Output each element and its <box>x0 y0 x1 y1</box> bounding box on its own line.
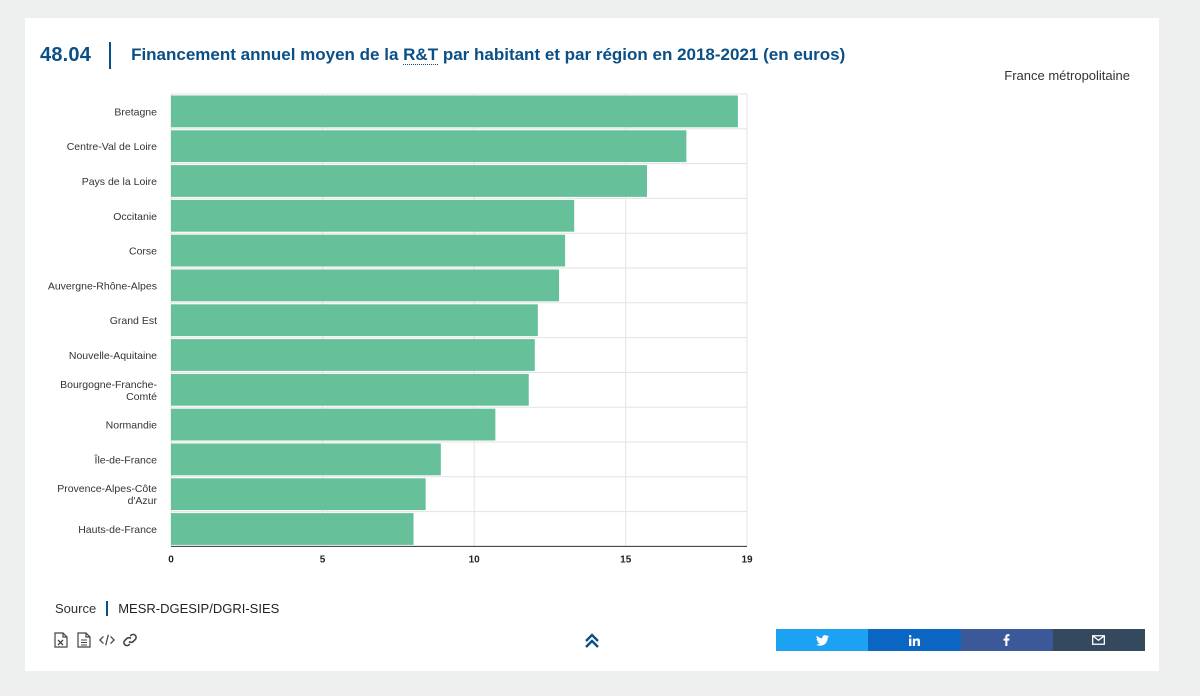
source-label: Source <box>55 601 97 616</box>
excel-export-icon[interactable] <box>53 632 69 648</box>
embed-code-icon[interactable] <box>99 632 115 648</box>
scroll-up-icon[interactable] <box>583 632 601 650</box>
facebook-share-button[interactable] <box>960 629 1053 651</box>
category-label: Provence-Alpes-Côte d'Azur <box>57 483 157 507</box>
scope-label: France métropolitaine <box>1004 68 1130 83</box>
category-label: Bourgogne-Franche-Comté <box>60 379 157 403</box>
figure-number: 48.04 <box>40 43 92 66</box>
bar <box>171 165 647 197</box>
figure-title-end: par habitant et par région en 2018-2021 … <box>438 45 846 64</box>
figure-header: 48.04 Financement annuel moyen de la R&T… <box>40 40 845 70</box>
document-icon[interactable] <box>76 632 92 648</box>
figure-title-abbreviation[interactable]: R&T <box>403 45 439 65</box>
category-label: Bretagne <box>114 106 157 118</box>
mail-icon <box>1092 635 1106 645</box>
bar <box>171 199 575 232</box>
category-label: Grand Est <box>110 315 157 327</box>
header-divider <box>109 41 112 69</box>
bar <box>171 373 529 406</box>
x-tick-label: 0 <box>168 554 174 565</box>
bar <box>171 304 538 337</box>
source-value: MESR-DGESIP/DGRI-SIES <box>118 601 280 616</box>
category-label: Nouvelle-Aquitaine <box>69 350 157 362</box>
bar <box>171 443 441 476</box>
category-label: Normandie <box>106 420 158 432</box>
bar <box>171 269 560 302</box>
category-label: Auvergne-Rhône-Alpes <box>48 280 157 292</box>
x-tick-label: 19 <box>741 554 753 565</box>
link-icon[interactable] <box>122 632 138 648</box>
twitter-share-button[interactable] <box>776 629 869 651</box>
export-tools <box>53 632 138 648</box>
x-tick-label: 10 <box>469 554 481 565</box>
category-label: Corse <box>129 246 157 258</box>
source-divider <box>106 601 109 616</box>
source-line: Source MESR-DGESIP/DGRI-SIES <box>55 601 279 616</box>
linkedin-icon <box>908 634 920 646</box>
category-label: Hauts-de-France <box>78 524 157 536</box>
bar <box>171 408 496 441</box>
bar <box>171 339 535 371</box>
twitter-icon <box>815 634 829 646</box>
linkedin-share-button[interactable] <box>868 629 961 651</box>
email-share-button[interactable] <box>1052 629 1145 651</box>
bar <box>171 95 738 128</box>
category-label: Île-de-France <box>94 453 158 466</box>
facebook-icon <box>1003 634 1010 646</box>
bar-chart: Bretagne Centre-Val de Loire Pays de la Lo… <box>48 93 753 565</box>
category-label: Centre-Val de Loire <box>67 141 157 153</box>
category-label: Pays de la Loire <box>82 176 157 188</box>
bar <box>171 513 414 545</box>
bar <box>171 234 566 267</box>
bar <box>171 478 426 511</box>
share-bar <box>776 629 1145 651</box>
x-tick-label: 15 <box>620 554 632 565</box>
bar <box>171 130 687 163</box>
x-tick-label: 5 <box>320 554 326 565</box>
figure-title-start: Financement annuel moyen de la <box>131 45 404 64</box>
figure-title: Financement annuel moyen de la R&T par h… <box>131 45 845 65</box>
category-label: Occitanie <box>113 211 157 223</box>
chart-card: 48.04 Financement annuel moyen de la R&T… <box>25 18 1159 671</box>
